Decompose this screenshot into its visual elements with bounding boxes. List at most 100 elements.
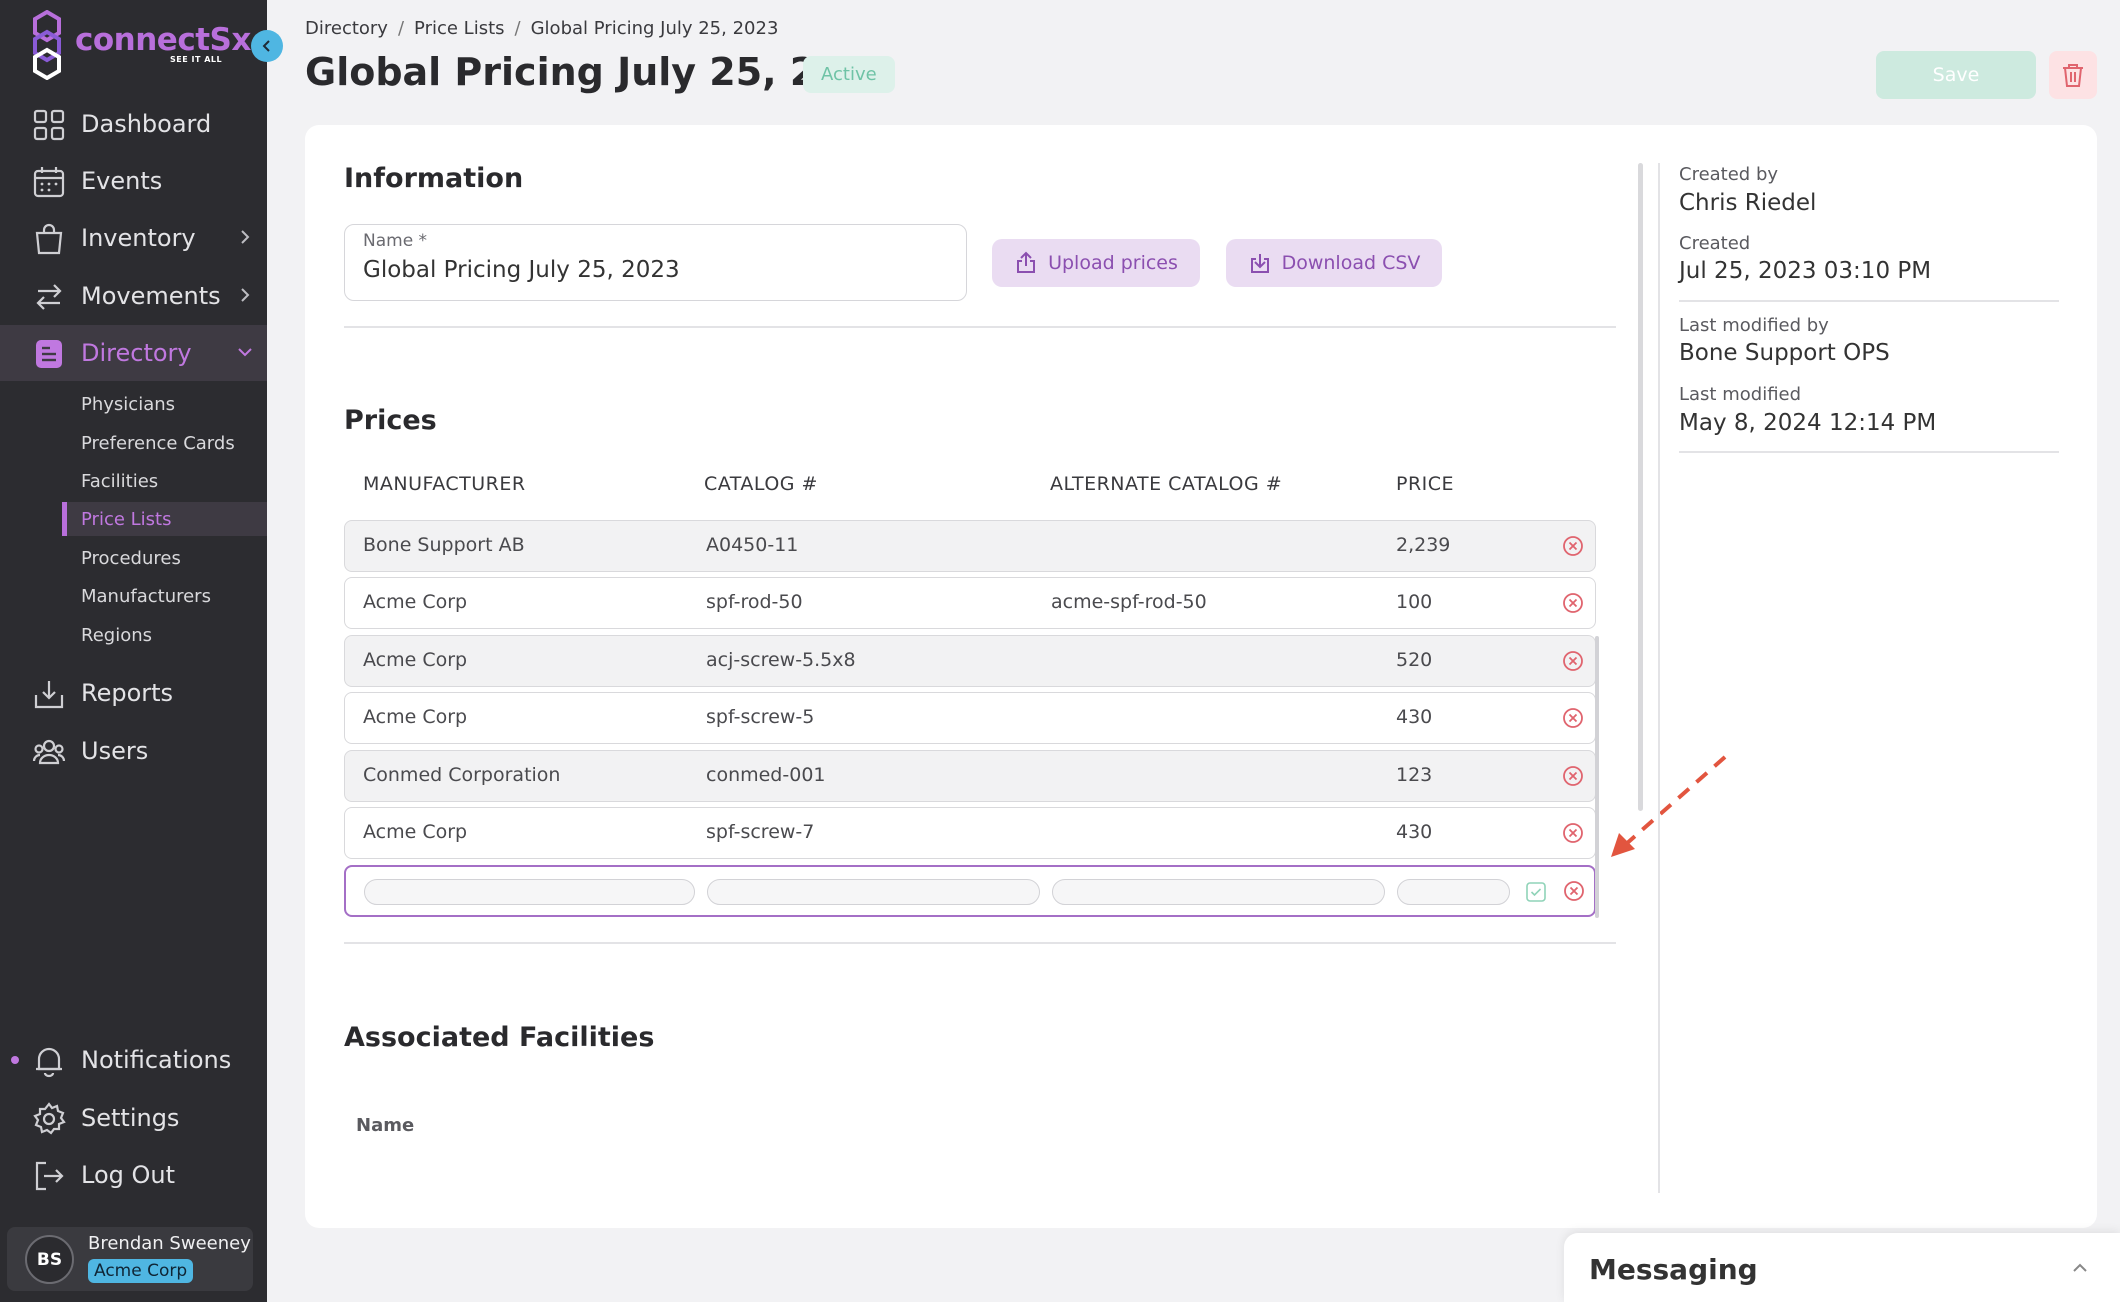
bag-icon <box>35 223 63 255</box>
delete-button[interactable] <box>2049 51 2097 99</box>
name-field-value[interactable]: Global Pricing July 25, 2023 <box>363 257 680 283</box>
sidebar-item-label: Dashboard <box>81 110 212 138</box>
arrows-icon <box>36 284 62 310</box>
confirm-row-icon[interactable] <box>1525 881 1547 903</box>
remove-row-icon[interactable] <box>1562 765 1584 787</box>
cell-price: 430 <box>1396 821 1433 843</box>
section-title-prices: Prices <box>344 405 437 436</box>
modified-value: May 8, 2024 12:14 PM <box>1679 410 1937 436</box>
cell-price: 2,239 <box>1396 534 1451 556</box>
manufacturer-input[interactable] <box>364 879 695 905</box>
created-label: Created <box>1679 233 1751 254</box>
table-row[interactable]: Bone Support AB A0450-11 2,239 <box>344 520 1596 572</box>
messaging-title: Messaging <box>1589 1253 1758 1286</box>
cell-price: 520 <box>1396 649 1433 671</box>
table-row[interactable]: Acme Corp spf-screw-7 430 <box>344 807 1596 859</box>
price-input[interactable] <box>1397 879 1510 905</box>
cell-manufacturer: Conmed Corporation <box>363 764 561 786</box>
user-org-badge: Acme Corp <box>88 1259 194 1283</box>
sidebar-item-notifications[interactable]: Notifications <box>0 1032 267 1088</box>
sidebar-item-movements[interactable]: Movements <box>0 268 267 324</box>
table-row[interactable]: Acme Corp acj-screw-5.5x8 520 <box>344 635 1596 687</box>
user-profile[interactable]: BS Brendan Sweeney Acme Corp <box>7 1227 253 1291</box>
breadcrumb-link-directory[interactable]: Directory <box>305 18 388 39</box>
sidebar-subitem-regions[interactable]: Regions <box>62 618 267 652</box>
upload-prices-button[interactable]: Upload prices <box>992 239 1200 287</box>
chevron-right-icon <box>241 288 250 302</box>
download-csv-button[interactable]: Download CSV <box>1226 239 1442 287</box>
table-row[interactable]: Conmed Corporation conmed-001 123 <box>344 750 1596 802</box>
messaging-panel[interactable]: Messaging <box>1564 1233 2120 1302</box>
sidebar-item-settings[interactable]: Settings <box>0 1090 267 1146</box>
sidebar-item-dashboard[interactable]: Dashboard <box>0 96 267 152</box>
sidebar-item-users[interactable]: Users <box>0 723 267 779</box>
divider <box>344 326 1616 328</box>
subitem-label: Preference Cards <box>81 432 235 454</box>
breadcrumb-link-price-lists[interactable]: Price Lists <box>414 18 505 39</box>
prices-scrollbar[interactable] <box>1595 636 1599 918</box>
sidebar-item-directory[interactable]: Directory <box>0 325 267 381</box>
remove-row-icon[interactable] <box>1562 707 1584 729</box>
sidebar: connectSx SEE IT ALL Dashboard Events In… <box>0 0 267 1302</box>
name-field[interactable]: Name * Global Pricing July 25, 2023 <box>344 224 967 301</box>
remove-row-icon[interactable] <box>1562 822 1584 844</box>
remove-row-icon[interactable] <box>1562 535 1584 557</box>
sidebar-item-label: Users <box>81 737 149 765</box>
sidebar-item-logout[interactable]: Log Out <box>0 1147 267 1203</box>
logo[interactable]: connectSx SEE IT ALL <box>30 10 251 80</box>
cell-catalog: acj-screw-5.5x8 <box>706 649 856 671</box>
trash-icon <box>2063 64 2083 87</box>
cell-catalog: spf-rod-50 <box>706 591 803 613</box>
remove-row-icon[interactable] <box>1562 592 1584 614</box>
directory-icon <box>36 340 62 368</box>
breadcrumb-current: Global Pricing July 25, 2023 <box>530 18 779 39</box>
chevron-up-icon[interactable] <box>2069 1257 2091 1279</box>
breadcrumb-separator: / <box>514 18 521 39</box>
sidebar-item-inventory[interactable]: Inventory <box>0 210 267 266</box>
save-button[interactable]: Save <box>1876 51 2036 99</box>
remove-row-icon[interactable] <box>1562 650 1584 672</box>
subitem-label: Manufacturers <box>81 585 211 607</box>
logo-hex-icon <box>33 10 61 80</box>
sidebar-item-reports[interactable]: Reports <box>0 665 267 721</box>
modified-by-value: Bone Support OPS <box>1679 340 1890 366</box>
sidebar-subitem-physicians[interactable]: Physicians <box>62 387 267 421</box>
table-row[interactable]: Acme Corp spf-screw-5 430 <box>344 692 1596 744</box>
content-scrollbar[interactable] <box>1638 163 1643 811</box>
alt-catalog-input[interactable] <box>1052 879 1385 905</box>
logo-tagline: SEE IT ALL <box>170 55 223 64</box>
sidebar-subitem-price-lists[interactable]: Price Lists <box>62 502 267 536</box>
sidebar-subitem-manufacturers[interactable]: Manufacturers <box>62 579 267 613</box>
cell-price: 430 <box>1396 706 1433 728</box>
new-price-row[interactable] <box>344 865 1596 917</box>
notification-dot <box>11 1056 19 1064</box>
logout-icon <box>35 1161 64 1191</box>
column-header-alternate-catalog: ALTERNATE CATALOG # <box>1050 473 1283 495</box>
collapse-sidebar-button[interactable] <box>251 30 283 62</box>
sidebar-item-label: Inventory <box>81 224 196 252</box>
sidebar-item-label: Settings <box>81 1104 180 1132</box>
bell-icon <box>36 1047 62 1078</box>
section-title-information: Information <box>344 163 524 194</box>
table-row[interactable]: Acme Corp spf-rod-50 acme-spf-rod-50 100 <box>344 577 1596 629</box>
divider <box>344 942 1616 944</box>
cell-manufacturer: Acme Corp <box>363 649 468 671</box>
sidebar-item-events[interactable]: Events <box>0 153 267 209</box>
column-header-price: PRICE <box>1396 473 1455 495</box>
remove-row-icon[interactable] <box>1563 880 1585 902</box>
subitem-label: Price Lists <box>81 508 172 530</box>
catalog-input[interactable] <box>707 879 1040 905</box>
created-by-label: Created by <box>1679 164 1779 185</box>
cell-catalog: A0450-11 <box>706 534 799 556</box>
sidebar-subitem-procedures[interactable]: Procedures <box>62 541 267 575</box>
sidebar-subitem-facilities[interactable]: Facilities <box>62 464 267 498</box>
avatar: BS <box>25 1235 74 1284</box>
column-header-catalog: CATALOG # <box>704 473 818 495</box>
sidebar-subitem-preference-cards[interactable]: Preference Cards <box>62 426 267 460</box>
divider <box>1679 300 2059 302</box>
cell-manufacturer: Bone Support AB <box>363 534 525 556</box>
cell-price: 100 <box>1396 591 1433 613</box>
cell-catalog: conmed-001 <box>706 764 826 786</box>
chevron-right-icon <box>241 230 250 244</box>
cell-manufacturer: Acme Corp <box>363 706 468 728</box>
